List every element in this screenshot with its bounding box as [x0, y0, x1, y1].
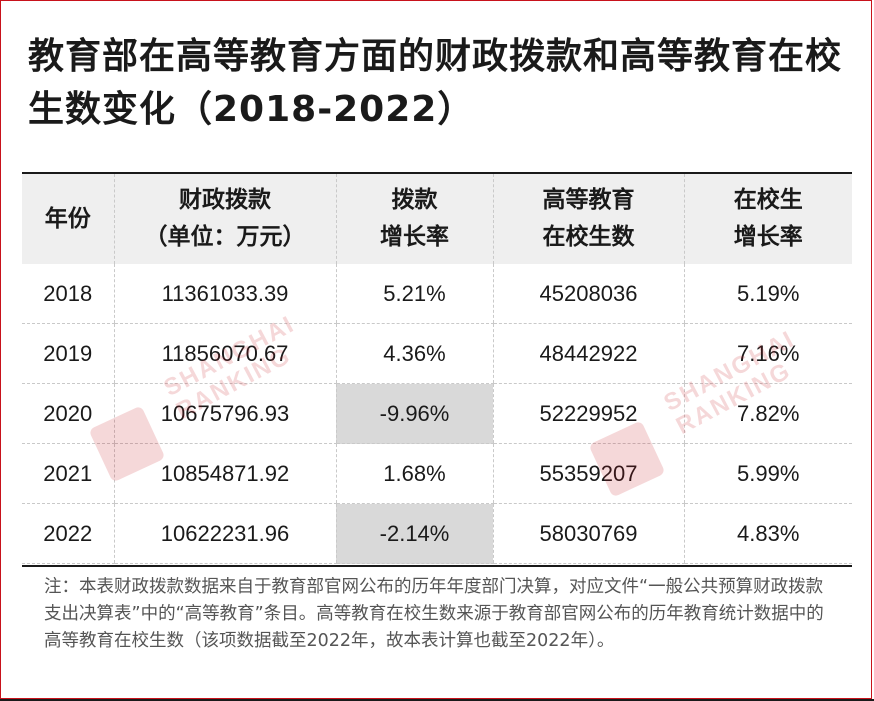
table-row: 2022 10622231.96 -2.14% 58030769 4.83% — [22, 503, 852, 564]
cell-student-growth: 5.19% — [683, 264, 852, 324]
cell-funding: 11856070.67 — [113, 323, 336, 384]
header-student-growth: 在校生 增长率 — [683, 174, 852, 264]
cell-student-growth: 5.99% — [683, 443, 852, 504]
header-students: 高等教育 在校生数 — [492, 174, 684, 264]
cell-students: 58030769 — [492, 503, 684, 564]
cell-student-growth: 4.83% — [683, 503, 852, 564]
page-title: 教育部在高等教育方面的财政拨款和高等教育在校生数变化（2018-2022） — [28, 36, 843, 130]
cell-funding-growth-negative: -2.14% — [335, 503, 493, 564]
cell-year: 2020 — [22, 383, 114, 444]
cell-students: 45208036 — [492, 264, 684, 324]
table-top-rule — [22, 172, 852, 174]
cell-funding: 11361033.39 — [113, 264, 336, 324]
table-header-row: 年份 财政拨款 （单位：万元） 拨款 增长率 高等教育 在校生数 在校生 增长率 — [22, 174, 852, 264]
table-row: 2018 11361033.39 5.21% 45208036 5.19% — [22, 264, 852, 324]
cell-year: 2018 — [22, 264, 114, 324]
data-table: 年份 财政拨款 （单位：万元） 拨款 增长率 高等教育 在校生数 在校生 增长率 201… — [22, 174, 852, 564]
header-year: 年份 — [22, 174, 114, 264]
table-row: 2019 11856070.67 4.36% 48442922 7.16% — [22, 323, 852, 384]
cell-students: 48442922 — [492, 323, 684, 384]
cell-year: 2022 — [22, 503, 114, 564]
table-bottom-rule — [22, 565, 852, 567]
cell-funding: 10675796.93 — [113, 383, 336, 444]
cell-students: 55359207 — [492, 443, 684, 504]
header-funding-growth: 拨款 增长率 — [335, 174, 493, 264]
table-row: 2020 10675796.93 -9.96% 52229952 7.82% — [22, 383, 852, 444]
cell-students: 52229952 — [492, 383, 684, 444]
cell-funding: 10854871.92 — [113, 443, 336, 504]
header-funding: 财政拨款 （单位：万元） — [113, 174, 336, 264]
cell-student-growth: 7.16% — [683, 323, 852, 384]
cell-funding-growth: 5.21% — [335, 264, 493, 324]
cell-funding-growth: 4.36% — [335, 323, 493, 384]
bottom-edge-rule — [0, 699, 874, 701]
cell-funding: 10622231.96 — [113, 503, 336, 564]
cell-funding-growth: 1.68% — [335, 443, 493, 504]
table-row: 2021 10854871.92 1.68% 55359207 5.99% — [22, 443, 852, 504]
cell-student-growth: 7.82% — [683, 383, 852, 444]
cell-year: 2021 — [22, 443, 114, 504]
cell-funding-growth-negative: -9.96% — [335, 383, 493, 444]
footnote: 注：本表财政拨款数据来自于教育部官网公布的历年年度部门决算，对应文件“一般公共预… — [44, 577, 824, 651]
cell-year: 2019 — [22, 323, 114, 384]
